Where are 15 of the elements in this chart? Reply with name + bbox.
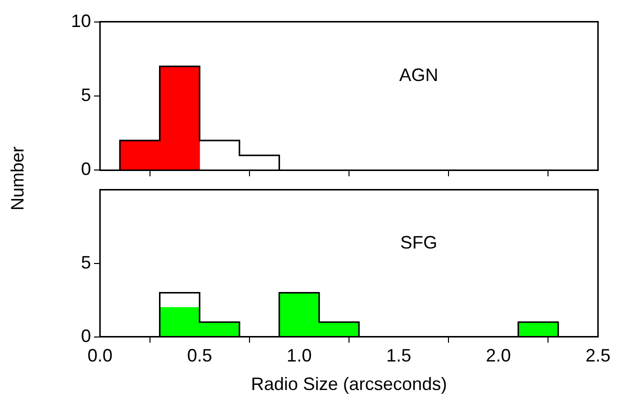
x-tick-label: 2.0 <box>486 346 511 366</box>
x-tick-label: 1.5 <box>386 346 412 366</box>
x-tick-label: 2.5 <box>585 346 611 366</box>
x-tick-label: 1.0 <box>286 346 312 366</box>
y-axis-title: Number <box>8 145 28 213</box>
y-tick-label: 10 <box>70 10 91 31</box>
annotation: SFG <box>400 232 438 253</box>
y-tick-label: 0 <box>80 159 91 180</box>
x-tick-label: 0.5 <box>187 346 212 366</box>
y-tick-label: 5 <box>80 252 91 272</box>
x-tick-label: 0.0 <box>87 346 113 366</box>
y-tick-label: 0 <box>80 326 91 346</box>
y-tick-label: 5 <box>80 84 91 105</box>
x-axis-title: Radio Size (arcseconds) <box>250 374 448 394</box>
annotation: AGN <box>399 65 438 86</box>
